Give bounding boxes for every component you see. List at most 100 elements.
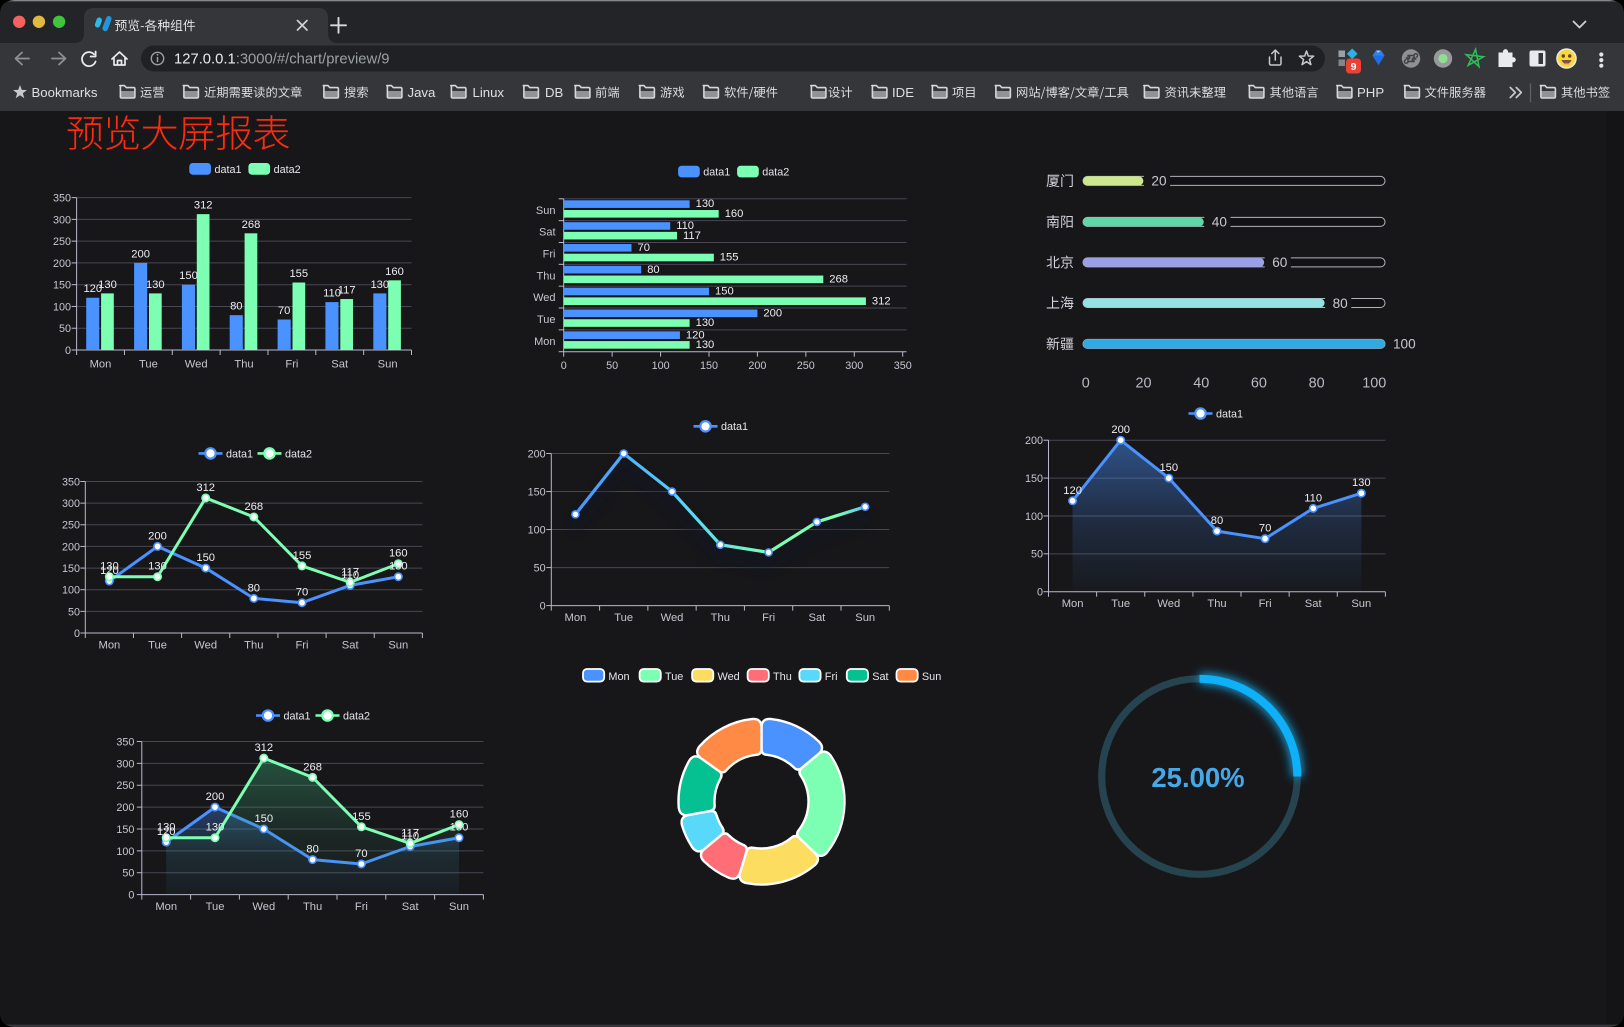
svg-text:Wed: Wed [185,358,208,370]
svg-text:312: 312 [194,200,213,212]
svg-text:110: 110 [1304,492,1322,504]
svg-text:130: 130 [157,822,176,834]
svg-text:312: 312 [196,482,215,494]
svg-text:Tue: Tue [665,671,683,683]
svg-text:70: 70 [278,305,290,317]
svg-text:Sat: Sat [331,358,349,370]
svg-text:200: 200 [1025,435,1043,447]
svg-text:130: 130 [148,561,167,573]
svg-text:Thu: Thu [244,640,263,652]
svg-text:80: 80 [1333,296,1349,311]
svg-text:110: 110 [401,831,419,843]
svg-text:40: 40 [1212,215,1228,230]
svg-text:250: 250 [116,780,134,792]
svg-text:300: 300 [116,758,134,770]
svg-text:200: 200 [53,258,71,270]
svg-text:Fri: Fri [1259,598,1272,610]
svg-text:130: 130 [450,822,469,834]
svg-text:250: 250 [797,360,815,372]
svg-text:200: 200 [116,802,134,814]
svg-text:60: 60 [1272,255,1288,270]
svg-text:Mon: Mon [565,612,587,624]
svg-text:120: 120 [1063,485,1082,497]
svg-text:Sun: Sun [378,358,398,370]
svg-text:Fri: Fri [762,612,775,624]
svg-text:200: 200 [206,791,225,803]
svg-text:Tue: Tue [139,358,158,370]
svg-text:150: 150 [528,486,546,498]
svg-text:110: 110 [676,220,694,232]
svg-text:200: 200 [763,307,782,319]
svg-text:Mon: Mon [99,640,121,652]
svg-text:350: 350 [62,476,80,488]
svg-text:117: 117 [338,285,356,297]
svg-text:120: 120 [686,329,705,341]
svg-text:Fri: Fri [825,671,838,683]
svg-text:80: 80 [1309,375,1325,391]
svg-text:50: 50 [59,323,71,335]
svg-text:155: 155 [289,268,308,280]
svg-text:Fri: Fri [355,901,368,913]
svg-text:100: 100 [62,585,80,597]
svg-text:0: 0 [128,890,134,902]
svg-text:Sat: Sat [402,901,420,913]
svg-text:70: 70 [638,242,650,254]
svg-text:127.0.0.1:3000/#/chart/preview: 127.0.0.1:3000/#/chart/preview/9 [174,51,390,67]
svg-text:Tue: Tue [206,901,225,913]
svg-text:Mon: Mon [534,336,555,348]
svg-text:160: 160 [725,208,744,220]
svg-text:130: 130 [696,317,715,329]
svg-text:155: 155 [720,252,739,264]
svg-text:Mon: Mon [1062,598,1084,610]
svg-text:100: 100 [1025,511,1043,523]
svg-text:150: 150 [700,360,718,372]
svg-text:Tue: Tue [1111,598,1130,610]
svg-text:130: 130 [389,561,408,573]
svg-text:Sat: Sat [809,612,827,624]
svg-text:0: 0 [540,601,546,613]
svg-text:Java: Java [408,85,437,100]
svg-text:Wed: Wed [1157,598,1180,610]
svg-text:70: 70 [1259,523,1271,535]
svg-text:130: 130 [98,279,117,291]
svg-text:100: 100 [652,360,670,372]
svg-text:130: 130 [696,198,715,210]
svg-text:Sun: Sun [922,671,941,683]
svg-text:data1: data1 [1216,408,1243,420]
svg-text:0: 0 [561,360,567,372]
svg-text:Wed: Wed [194,640,217,652]
svg-text:Sat: Sat [539,227,556,239]
svg-text:0: 0 [74,628,80,640]
svg-text:IDE: IDE [892,85,914,100]
svg-text:20: 20 [1135,375,1151,391]
svg-text:130: 130 [370,279,389,291]
svg-text:155: 155 [293,550,312,562]
svg-text:0: 0 [1082,375,1090,391]
svg-text:80: 80 [647,264,659,276]
svg-text:60: 60 [1251,375,1267,391]
svg-text:Mon: Mon [155,901,177,913]
svg-text:312: 312 [872,295,891,307]
svg-text:268: 268 [244,501,263,513]
svg-text:120: 120 [157,826,176,838]
svg-text:data1: data1 [226,448,253,460]
svg-text:117: 117 [401,827,419,839]
svg-text:Sat: Sat [342,640,360,652]
svg-text:20: 20 [1151,174,1167,189]
svg-text:50: 50 [68,606,80,618]
svg-text:130: 130 [1352,477,1371,489]
svg-text:150: 150 [116,824,134,836]
svg-text:Fri: Fri [543,249,556,261]
svg-text:155: 155 [352,811,371,823]
svg-text:Mon: Mon [90,358,112,370]
svg-text:Sun: Sun [388,640,408,652]
svg-text:Sun: Sun [536,205,556,217]
svg-text:100: 100 [1393,337,1416,352]
svg-text:50: 50 [122,868,134,880]
svg-text:data1: data1 [721,421,748,433]
svg-text:data1: data1 [284,710,311,722]
svg-text:100: 100 [116,846,134,858]
svg-text:0: 0 [65,345,71,357]
svg-text:40: 40 [1193,375,1209,391]
svg-text:Sun: Sun [1351,598,1371,610]
